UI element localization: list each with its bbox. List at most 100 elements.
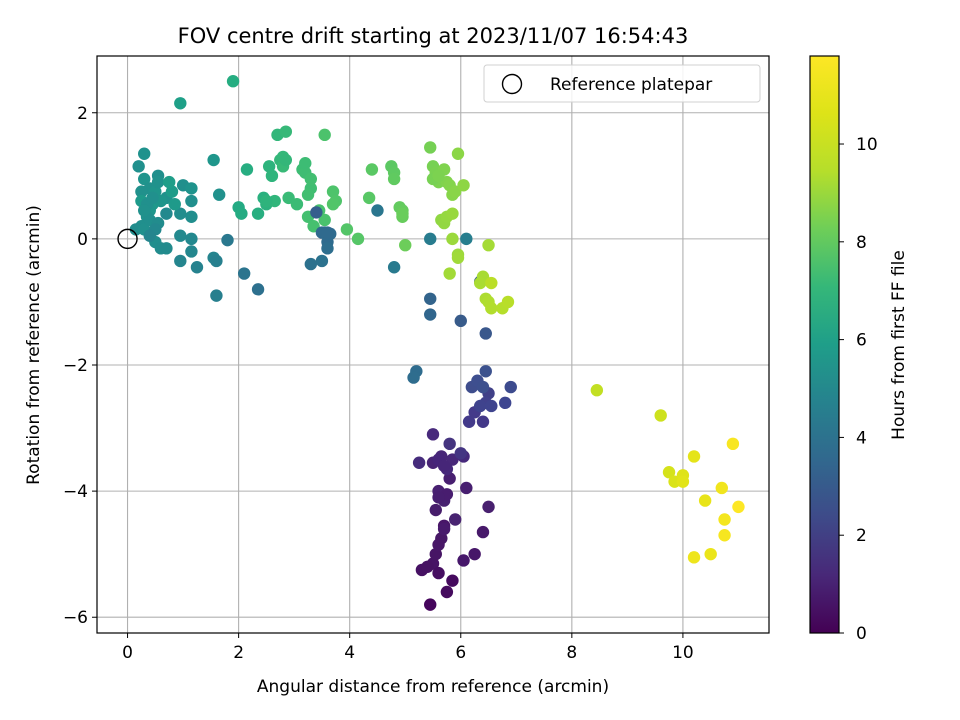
- scatter-point: [426, 428, 440, 441]
- scatter-point: [676, 475, 690, 488]
- scatter-point: [479, 365, 492, 378]
- scatter-point: [318, 128, 331, 142]
- scatter-point: [321, 226, 334, 239]
- scatter-point: [326, 197, 340, 211]
- scatter-point: [162, 175, 176, 189]
- colorbar-gradient: [810, 56, 839, 633]
- scatter-point: [446, 232, 459, 246]
- chart-title: FOV centre drift starting at 2023/11/07 …: [178, 24, 689, 48]
- scatter-point: [474, 399, 487, 413]
- scatter-point: [654, 409, 667, 422]
- scatter-point: [440, 585, 454, 599]
- colorbar-ticks: 0 2 4 6 8 10: [839, 135, 878, 644]
- scatter-point: [351, 232, 365, 246]
- scatter-point: [168, 197, 181, 211]
- x-tick-label: 4: [344, 643, 355, 663]
- scatter-point: [698, 494, 712, 507]
- scatter-point: [424, 308, 437, 321]
- scatter-point: [235, 207, 248, 220]
- x-tick-label: 10: [672, 643, 694, 663]
- scatter-point: [185, 232, 198, 246]
- scatter-point: [321, 242, 334, 255]
- scatter-point: [207, 153, 220, 167]
- scatter-point: [185, 194, 198, 208]
- colorbar-tick-label: 10: [856, 135, 878, 155]
- scatter-point: [446, 207, 459, 220]
- y-tick-label: −2: [63, 356, 88, 376]
- y-tick-label: −6: [63, 608, 88, 628]
- scatter-point: [221, 233, 234, 247]
- scatter-point: [407, 371, 420, 384]
- scatter-point: [460, 481, 473, 495]
- scatter-point: [446, 574, 459, 587]
- scatter-point: [326, 185, 340, 198]
- scatter-point: [718, 513, 731, 526]
- scatter-point: [457, 554, 470, 567]
- scatter-point: [260, 194, 273, 208]
- scatter-point: [485, 399, 498, 413]
- x-axis-label: Angular distance from reference (arcmin): [257, 677, 609, 697]
- scatter-point: [212, 188, 226, 201]
- scatter-point: [424, 232, 437, 246]
- scatter-point: [732, 500, 745, 514]
- scatter-point: [160, 242, 173, 255]
- scatter-point: [174, 229, 187, 242]
- scatter-point: [365, 163, 379, 176]
- scatter-point: [476, 415, 490, 428]
- scatter-point: [412, 456, 426, 469]
- scatter-point: [240, 163, 254, 176]
- scatter-point: [396, 207, 409, 220]
- scatter-point: [454, 447, 467, 460]
- scatter-point: [457, 179, 470, 192]
- colorbar-label: Hours from first FF file: [889, 250, 909, 440]
- scatter-point: [468, 547, 481, 561]
- scatter-point: [251, 283, 265, 296]
- scatter-point: [443, 267, 456, 280]
- scatter-point: [501, 295, 515, 309]
- scatter-point: [210, 289, 223, 302]
- scatter-point: [687, 450, 701, 463]
- x-tick-label: 2: [233, 643, 244, 663]
- scatter-point: [279, 153, 293, 167]
- scatter-point: [387, 172, 401, 186]
- legend: Reference platepar: [483, 64, 761, 103]
- scatter-point: [151, 175, 165, 189]
- scatter-point: [304, 257, 318, 271]
- scatter-point: [226, 75, 240, 88]
- scatter-point: [432, 538, 445, 551]
- scatter-points: [129, 75, 745, 611]
- scatter-point: [479, 327, 492, 340]
- scatter-point: [451, 251, 465, 264]
- scatter-point: [504, 380, 517, 394]
- scatter-point: [210, 254, 223, 268]
- scatter-point: [443, 437, 456, 451]
- colorbar: 0 2 4 6 8 10 Hours from first FF file: [809, 55, 909, 644]
- scatter-point: [485, 302, 498, 315]
- scatter-point: [318, 213, 331, 227]
- colorbar-tick-label: 2: [856, 526, 867, 546]
- scatter-point: [718, 529, 731, 542]
- scatter-point: [432, 566, 445, 580]
- scatter-point: [185, 210, 198, 224]
- scatter-point: [482, 238, 495, 252]
- scatter-point: [432, 491, 445, 504]
- scatter-point: [498, 396, 512, 410]
- scatter-point: [715, 481, 728, 495]
- scatter-point: [299, 157, 312, 170]
- scatter-point: [424, 598, 437, 611]
- scatter-point: [443, 472, 456, 485]
- y-tick-label: −4: [63, 482, 88, 502]
- scatter-point: [437, 522, 451, 536]
- scatter-point: [138, 147, 151, 160]
- scatter-point: [160, 207, 173, 220]
- scatter-point: [315, 254, 329, 268]
- scatter-point: [424, 141, 437, 154]
- scatter-point: [165, 185, 179, 198]
- x-axis-ticks: 0 2 4 6 8 10: [122, 633, 694, 663]
- scatter-point: [399, 238, 412, 252]
- scatter-point: [429, 503, 442, 517]
- y-axis-ticks: −6 −4 −2 0 2: [63, 104, 97, 628]
- scatter-point: [371, 204, 384, 217]
- scatter-point: [251, 207, 265, 220]
